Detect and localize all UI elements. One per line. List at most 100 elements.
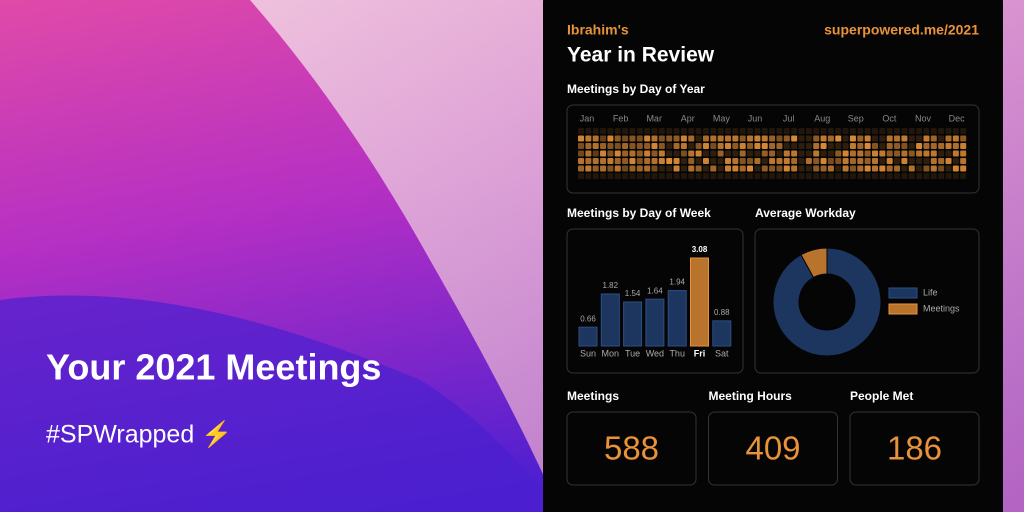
month-label: Dec [949, 113, 966, 123]
bar [712, 320, 732, 347]
heatmap-cell [644, 135, 651, 142]
heatmap-cell [614, 128, 621, 134]
heatmap-cell [769, 165, 776, 172]
heatmap-cell [916, 150, 923, 157]
heatmap-cell [732, 158, 739, 164]
heatmap-cell [930, 150, 937, 157]
heatmap-cell [857, 135, 864, 142]
heatmap-cell [813, 165, 820, 172]
month-label: Apr [681, 113, 695, 123]
heatmap-cell [644, 150, 651, 157]
heatmap-cell [930, 143, 937, 149]
heatmap-cell [886, 128, 893, 134]
heatmap-cell [673, 173, 680, 179]
heatmap-cell [578, 173, 584, 179]
heatmap-cell [945, 165, 952, 172]
heatmap-cell [813, 173, 820, 179]
heatmap-cell [651, 150, 658, 157]
heatmap-cell [754, 143, 761, 149]
link[interactable]: superpowered.me/2021 [824, 22, 979, 38]
heatmap-cell [923, 150, 930, 157]
heatmap-cell [805, 173, 812, 179]
heatmap-cell [923, 173, 930, 179]
heatmap-cell [629, 128, 636, 134]
month-label: May [713, 113, 731, 123]
heatmap-cell [894, 150, 901, 157]
heatmap-cell [702, 158, 709, 164]
heatmap-cell [849, 150, 856, 157]
heatmap-cell [578, 150, 584, 157]
heatmap-cell [923, 165, 930, 172]
heatmap-cell [842, 128, 849, 134]
heatmap-cell [614, 135, 621, 142]
heatmap-cell [754, 128, 761, 134]
heatmap-cell [894, 165, 901, 172]
heatmap-cell [857, 173, 864, 179]
heatmap-cell [945, 128, 952, 134]
heatmap-cell [798, 128, 805, 134]
heatmap-cell [791, 143, 798, 149]
heatmap-cell [798, 135, 805, 142]
heatmap-cell [695, 143, 702, 149]
heatmap-cell [769, 128, 776, 134]
heatmap-cell [710, 135, 717, 142]
heatmap-cell [732, 135, 739, 142]
heatmap-cell [629, 150, 636, 157]
heatmap-cell [827, 143, 834, 149]
heatmap-cell [644, 128, 651, 134]
bar [600, 293, 620, 347]
heatmap-cell [864, 165, 871, 172]
heatmap-cell [776, 150, 783, 157]
heatmap-cell [725, 173, 731, 179]
heatmap-cell [916, 128, 923, 134]
heatmap-cell [585, 173, 592, 179]
heatmap-cell [886, 135, 893, 142]
heatmap-cell [695, 135, 702, 142]
heatmap-cell [600, 135, 607, 142]
heatmap-cell [710, 173, 717, 179]
heatmap-cell [960, 150, 967, 157]
heatmap-cell [872, 135, 878, 142]
heatmap-cell [607, 173, 614, 179]
heatmap-cell [717, 165, 724, 172]
heatmap-cell [952, 128, 959, 134]
heatmap-cell [680, 143, 687, 149]
month-label: Feb [613, 113, 629, 123]
heatmap-cell [835, 143, 842, 149]
heatmap-cell [658, 165, 665, 172]
heatmap-cell [952, 150, 959, 157]
heatmap-cell [908, 128, 915, 134]
heatmap-cell [578, 158, 584, 164]
heatmap-cell [688, 173, 695, 179]
heatmap-cell [886, 165, 893, 172]
heatmap-cell [629, 143, 636, 149]
heatmap-cell [791, 173, 798, 179]
heatmap-cell [578, 135, 584, 142]
heatmap-cell [695, 165, 702, 172]
heatmap-cell [761, 173, 768, 179]
category-label: Sun [580, 348, 596, 358]
heatmap-cell [600, 128, 607, 134]
heatmap-cell [813, 128, 820, 134]
heatmap-cell [725, 158, 731, 164]
heatmap-cell [849, 143, 856, 149]
heatmap-cell [805, 165, 812, 172]
heatmap-cell [872, 128, 878, 134]
heatmap-cell [636, 143, 643, 149]
heatmap-cell [776, 173, 783, 179]
heatmap-cell [607, 135, 614, 142]
category-label: Sat [715, 348, 729, 358]
panel [566, 104, 980, 194]
heatmap-cell [879, 135, 886, 142]
heatmap-cell [739, 158, 746, 164]
month-label: Mar [646, 113, 662, 123]
value-label: 1.54 [625, 289, 641, 298]
heatmap-cell [622, 128, 629, 134]
heatmap-cell [901, 158, 908, 164]
category-label: Thu [669, 348, 685, 358]
heatmap-cell [901, 165, 908, 172]
value-label: 3.08 [692, 245, 708, 254]
heatmap-cell [960, 143, 967, 149]
